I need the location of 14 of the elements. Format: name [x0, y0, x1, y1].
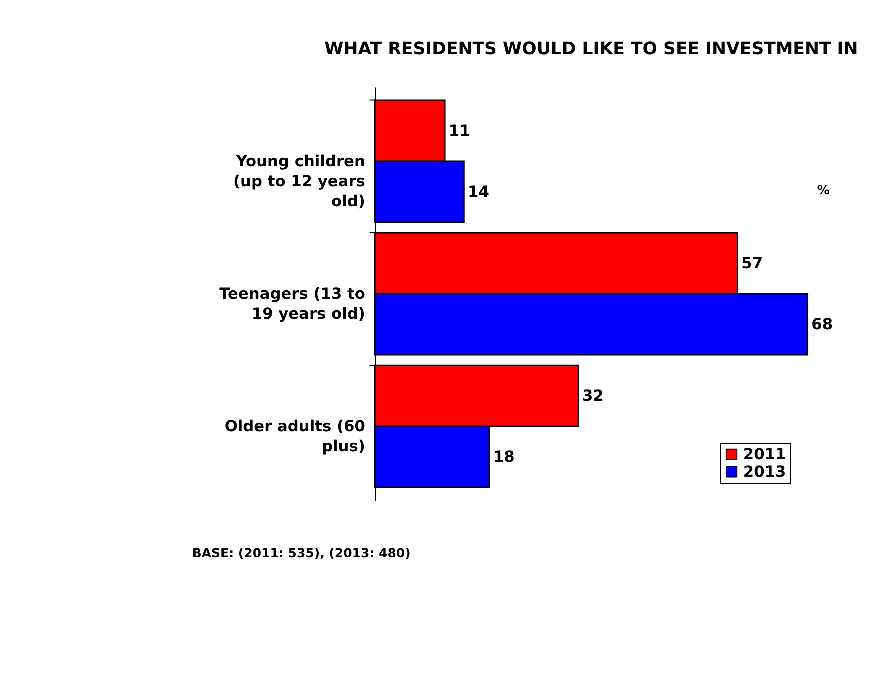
text: BASE: (2011: 535), (2013: 480): [192, 546, 411, 561]
data-label: 57: [742, 254, 764, 272]
data-label: 68: [812, 315, 834, 334]
data-label: 14: [468, 182, 490, 201]
chart-title: WHAT RESIDENTS WOULD LIKE TO SEE INVESTMENT IN: [324, 40, 858, 60]
text: %: [817, 182, 830, 198]
y-tick-label: Older adults (60 plus): [224, 417, 366, 456]
legend-label: 2013: [743, 462, 786, 481]
y-tick-label: Young children (up to 12 years old): [234, 152, 366, 211]
legend-label: 2011: [743, 445, 786, 464]
data-label: 18: [493, 448, 515, 466]
data-label: 11: [448, 122, 470, 140]
data-label: 32: [582, 386, 604, 405]
y-tick-label: Teenagers (13 to 19 years old): [220, 284, 366, 324]
